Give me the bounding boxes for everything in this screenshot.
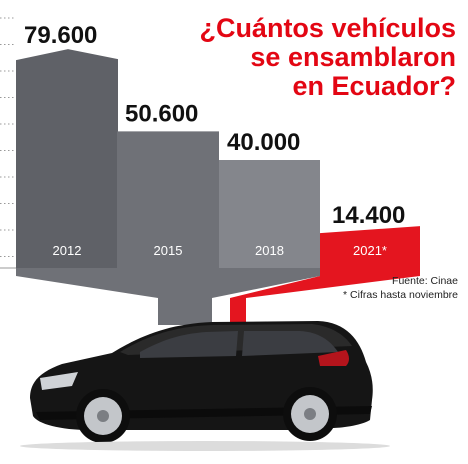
source-note: Fuente: Cinae [392, 275, 458, 287]
funnel-shapes [16, 268, 420, 326]
funnel-gray [16, 268, 320, 325]
bar-2015 [117, 131, 219, 268]
title-line-2: se ensamblaron [250, 42, 456, 72]
rear-hub [304, 408, 316, 420]
car-shadow [20, 441, 390, 451]
category-label: 2018 [255, 243, 284, 258]
title-line-1: ¿Cuántos vehículos [199, 13, 456, 43]
value-label: 40.000 [227, 129, 300, 156]
value-label: 14.400 [332, 202, 405, 229]
funnel-red [230, 268, 420, 326]
value-label: 79.600 [24, 22, 97, 49]
chart-title: ¿Cuántos vehículos se ensamblaron en Ecu… [199, 13, 456, 101]
car-window-rear [242, 331, 338, 356]
category-label: 2021* [353, 243, 387, 258]
car-illustration [20, 321, 390, 451]
category-label: 2012 [53, 243, 82, 258]
car-taillight [318, 350, 349, 366]
bar-2018 [219, 160, 320, 268]
bar-2021 [320, 226, 420, 268]
dotted-gridlines [0, 17, 16, 269]
category-label: 2015 [154, 243, 183, 258]
value-label: 50.600 [125, 100, 198, 127]
bar-2012 [16, 49, 118, 268]
car-headlight [40, 372, 78, 390]
front-hub [97, 410, 109, 422]
car-window-front [140, 331, 238, 358]
bars [16, 49, 420, 268]
bar-labels: 79.600 2012 50.600 2015 40.000 2018 14.400 2021… [24, 22, 405, 258]
footnote: * Cifras hasta noviembre [343, 289, 458, 301]
title-line-3: en Ecuador? [292, 71, 456, 101]
